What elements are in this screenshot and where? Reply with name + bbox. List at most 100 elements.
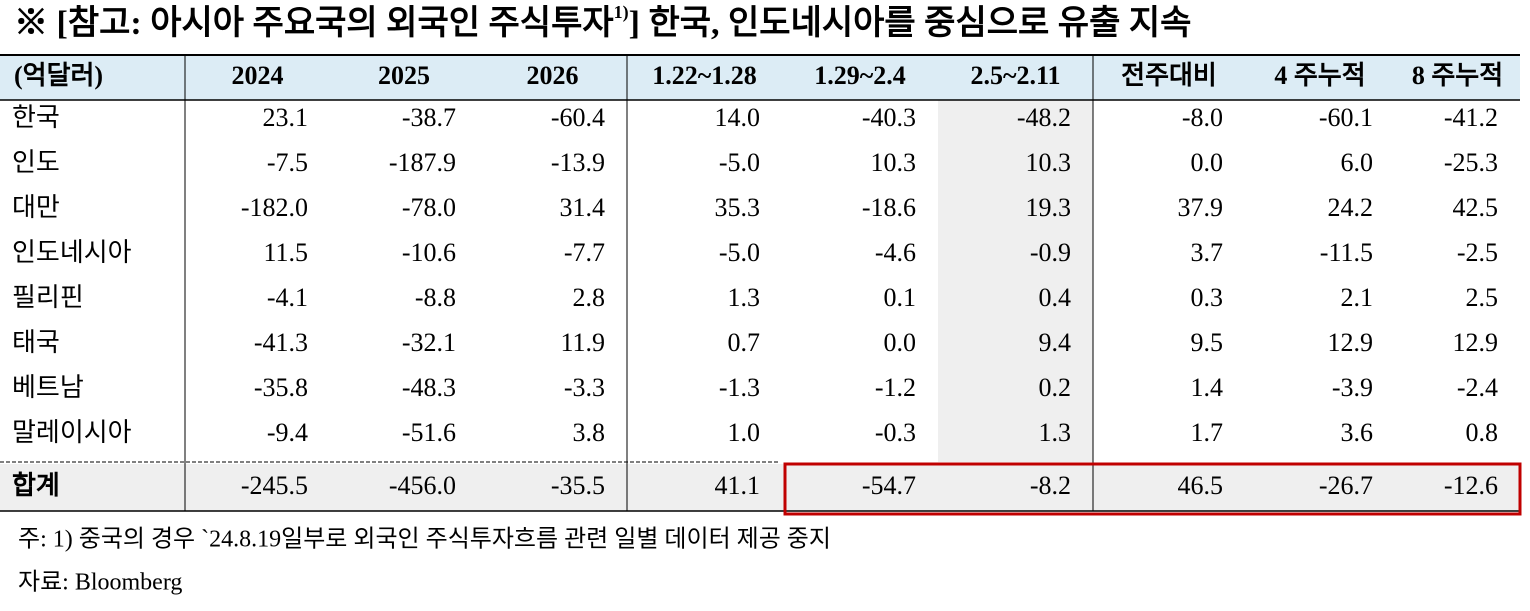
title: ※ [참고: 아시아 주요국의 외국인 주식투자1)] 한국, 인도네시아를 중… <box>14 2 1191 42</box>
cell: 0.0 <box>1191 148 1224 177</box>
header-cell: 전주대비 <box>1121 61 1217 90</box>
cell: -8.0 <box>1182 103 1223 132</box>
cell: 0.3 <box>1191 283 1224 312</box>
highlight-column <box>938 100 1093 462</box>
row-label: 베트남 <box>12 373 84 402</box>
cell: -60.4 <box>551 103 605 132</box>
cell: 1.3 <box>1039 418 1072 447</box>
cell: 1.0 <box>728 418 761 447</box>
row-label: 필리핀 <box>12 283 84 312</box>
cell: 1.7 <box>1191 418 1224 447</box>
cell: -187.9 <box>389 148 456 177</box>
cell: -48.3 <box>402 373 456 402</box>
cell: -26.7 <box>1319 471 1373 500</box>
header-cell: 8 주누적 <box>1412 61 1503 90</box>
row-label: 인도 <box>12 148 60 177</box>
cell: 9.4 <box>1039 328 1072 357</box>
cell: -32.1 <box>402 328 456 357</box>
cell: 0.2 <box>1039 373 1072 402</box>
cell: 11.5 <box>263 238 308 267</box>
cell: 10.3 <box>871 148 917 177</box>
cell: -35.5 <box>551 471 605 500</box>
cell: 35.3 <box>715 193 761 222</box>
cell: -456.0 <box>389 471 456 500</box>
cell: -38.7 <box>402 103 456 132</box>
cell: -48.2 <box>1017 103 1071 132</box>
cell: 0.0 <box>884 328 917 357</box>
cell: 11.9 <box>560 328 605 357</box>
cell: -3.3 <box>564 373 605 402</box>
cell: 1.3 <box>728 283 761 312</box>
cell: -54.7 <box>862 471 916 500</box>
cell: -4.6 <box>875 238 916 267</box>
cell: -12.6 <box>1444 471 1498 500</box>
cell: 14.0 <box>715 103 761 132</box>
cell: -13.9 <box>551 148 605 177</box>
note: 주: 1) 중국의 경우 `24.8.19일부로 외국인 주식투자흐름 관련 일… <box>18 526 831 553</box>
cell: -0.3 <box>875 418 916 447</box>
header-cell: (억달러) <box>14 61 103 90</box>
cell: -1.2 <box>875 373 916 402</box>
cell: -35.8 <box>254 373 308 402</box>
cell: -3.9 <box>1332 373 1373 402</box>
cell: 23.1 <box>263 103 309 132</box>
cell: -9.4 <box>267 418 308 447</box>
header-cell: 2.5~2.11 <box>970 61 1060 90</box>
cell: 3.6 <box>1341 418 1374 447</box>
cell: 46.5 <box>1178 471 1224 500</box>
row-label: 말레이시아 <box>12 418 132 447</box>
cell: 6.0 <box>1341 148 1374 177</box>
cell: 12.9 <box>1328 328 1374 357</box>
cell: 9.5 <box>1191 328 1224 357</box>
cell: -60.1 <box>1319 103 1373 132</box>
cell: -7.7 <box>564 238 605 267</box>
cell: -182.0 <box>241 193 308 222</box>
cell: -2.5 <box>1457 238 1498 267</box>
cell: 37.9 <box>1178 193 1224 222</box>
cell: -5.0 <box>719 148 760 177</box>
cell: 1.4 <box>1191 373 1224 402</box>
total-bg <box>0 464 1520 511</box>
cell: 19.3 <box>1026 193 1072 222</box>
cell: -78.0 <box>402 193 456 222</box>
cell: 0.1 <box>884 283 917 312</box>
cell: 24.2 <box>1328 193 1374 222</box>
cell: -1.3 <box>719 373 760 402</box>
header-cell: 2026 <box>527 61 579 90</box>
row-label: 한국 <box>12 103 60 132</box>
cell: -25.3 <box>1444 148 1498 177</box>
cell: 10.3 <box>1026 148 1072 177</box>
row-label: 태국 <box>12 328 60 357</box>
row-label: 대만 <box>12 193 60 222</box>
cell: 31.4 <box>560 193 606 222</box>
cell: -11.5 <box>1320 238 1373 267</box>
cell: -40.3 <box>862 103 916 132</box>
header-cell: 2024 <box>232 61 284 90</box>
cell: -18.6 <box>862 193 916 222</box>
highlight-box <box>783 462 1522 516</box>
cell: 0.8 <box>1466 418 1499 447</box>
cell: 12.9 <box>1453 328 1499 357</box>
cell: 2.5 <box>1466 283 1499 312</box>
source: 자료: Bloomberg <box>18 569 182 596</box>
row-label: 합계 <box>12 471 60 500</box>
cell: 41.1 <box>715 471 761 500</box>
cell: -51.6 <box>402 418 456 447</box>
cell: 42.5 <box>1453 193 1499 222</box>
cell: -41.3 <box>254 328 308 357</box>
row-label: 인도네시아 <box>12 238 132 267</box>
cell: -10.6 <box>402 238 456 267</box>
cell: -41.2 <box>1444 103 1498 132</box>
cell: -8.8 <box>415 283 456 312</box>
header-cell: 4 주누적 <box>1274 61 1365 90</box>
header-bg <box>0 55 1520 100</box>
cell: 2.8 <box>573 283 606 312</box>
header-cell: 1.22~1.28 <box>652 61 757 90</box>
cell: -0.9 <box>1030 238 1071 267</box>
cell: -7.5 <box>267 148 308 177</box>
cell: -5.0 <box>719 238 760 267</box>
cell: 3.7 <box>1191 238 1224 267</box>
cell: 0.7 <box>728 328 761 357</box>
cell: -8.2 <box>1030 471 1071 500</box>
